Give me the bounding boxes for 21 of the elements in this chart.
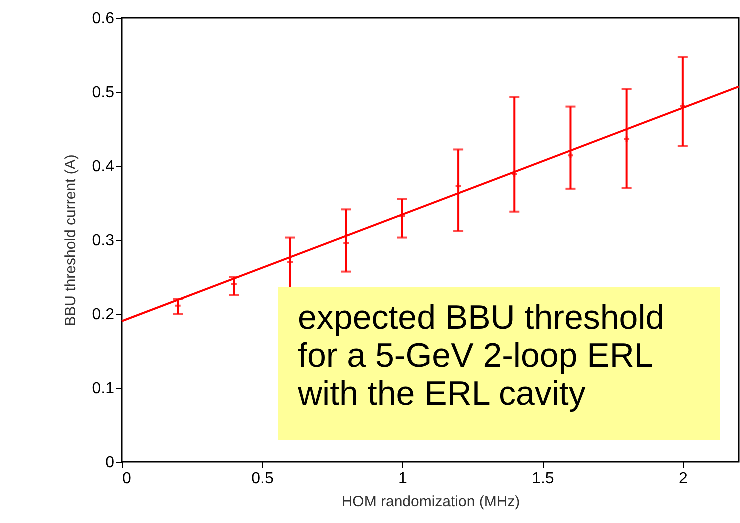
x-tick-label: 0	[122, 470, 132, 488]
x-axis-title: HOM randomization (MHz)	[342, 494, 520, 510]
point	[174, 302, 182, 310]
x-tick-label: 1.5	[532, 470, 554, 488]
point	[454, 182, 462, 190]
annotation: expected BBU threshold for a 5-GeV 2-loop ERL with the ERL cavity	[278, 287, 720, 440]
point	[230, 280, 238, 288]
point	[623, 136, 631, 144]
y-axis-title: BBU threshold current (A)	[62, 154, 80, 326]
y-tick-label: 0.1	[92, 380, 115, 398]
point	[510, 170, 518, 178]
y-tick-label: 0.6	[92, 10, 115, 28]
point	[342, 239, 350, 247]
y-tick-label: 0.4	[92, 158, 115, 176]
y-tick-label: 0.3	[92, 232, 115, 250]
y-tick-label: 0.5	[92, 84, 115, 102]
y-tick-label: 0.2	[92, 306, 115, 324]
x-tick-label: 1	[398, 470, 408, 488]
x-tick-label: 2	[678, 470, 688, 488]
x-tick-label: 0.5	[252, 470, 274, 488]
y-tick-label: 0	[106, 454, 115, 472]
